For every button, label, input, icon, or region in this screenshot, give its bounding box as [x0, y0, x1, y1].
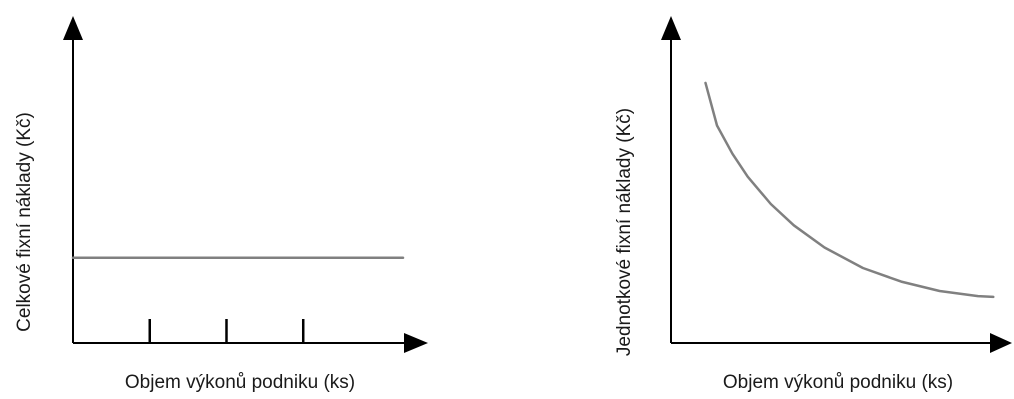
right-x-axis-arrow: [990, 333, 1012, 353]
left-y-axis-arrow: [63, 16, 83, 40]
right-x-axis-label: Objem výkonů podniku (ks): [723, 372, 953, 393]
right-plot-area: [704, 81, 995, 299]
right-y-axis-arrow: [661, 16, 681, 40]
chart-right: Objem výkonů podniku (ks) Jednotkové fix…: [614, 16, 1012, 393]
chart-left: Objem výkonů podniku (ks) Celkové fixní …: [14, 16, 428, 393]
right-y-axis-label: Jednotkové fixní náklady (Kč): [614, 108, 635, 356]
left-x-axis-label: Objem výkonů podniku (ks): [125, 372, 355, 393]
unit-fixed-cost-curve: [704, 81, 995, 299]
left-plot-area: [71, 256, 405, 343]
left-y-axis-label: Celkové fixní náklady (Kč): [14, 112, 35, 332]
left-x-axis-arrow: [404, 333, 428, 353]
